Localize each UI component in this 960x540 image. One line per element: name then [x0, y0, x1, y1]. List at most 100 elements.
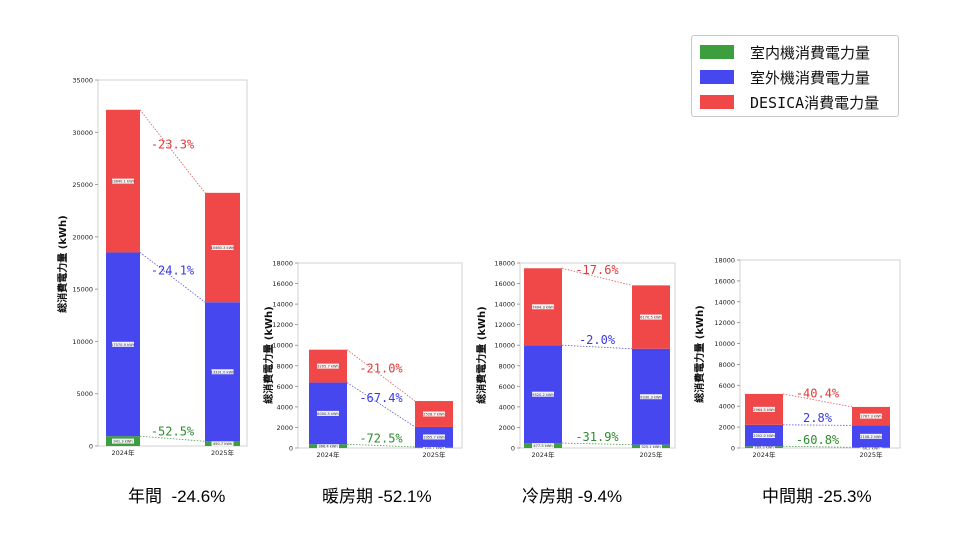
y-axis-label: 総消費電力量 (kWh) — [475, 306, 488, 403]
y-tick-label: 0 — [89, 443, 93, 451]
change-line — [139, 109, 206, 194]
data-label: 169.3 kWh — [754, 446, 773, 450]
data-label: 6000.5 kWh — [317, 412, 339, 416]
data-label-box — [753, 444, 775, 450]
y-tick-label: 10000 — [272, 342, 293, 350]
percent-change-label: -31.9% — [575, 430, 619, 444]
y-tick-label: 35000 — [72, 77, 93, 85]
data-label-box — [112, 341, 134, 347]
legend-label-desica: DESICA消費電力量 — [750, 93, 880, 112]
legend-item-desica: DESICA消費電力量 — [700, 92, 879, 112]
data-label-box — [423, 411, 445, 417]
y-tick-label: 14000 — [714, 298, 735, 306]
y-tick-label: 16000 — [272, 280, 293, 288]
change-line — [561, 267, 633, 286]
x-tick-label: 2025年 — [422, 450, 446, 459]
y-tick-label: 8000 — [498, 362, 515, 370]
percent-change-label: -17.6% — [575, 263, 619, 277]
data-label-box — [860, 433, 882, 439]
percent-change-label: -52.5% — [151, 425, 195, 439]
percent-change-label: -67.4% — [359, 391, 403, 405]
data-label-box — [317, 443, 339, 449]
y-tick-label: 0 — [511, 445, 515, 453]
data-label: 9520.2 kWh — [532, 393, 554, 397]
y-tick-label: 10000 — [714, 340, 735, 348]
percent-change-label: -21.0% — [359, 361, 403, 375]
percent-change-label: -60.8% — [796, 433, 840, 447]
data-label: 13640.1 kWh — [111, 180, 135, 184]
y-tick-label: 6000 — [276, 383, 293, 391]
data-label: 2108.2 kWh — [860, 435, 882, 439]
y-tick-label: 0 — [289, 445, 293, 453]
percent-change-label: -24.1% — [151, 263, 195, 277]
y-axis-label: 総消費電力量 (kWh) — [262, 306, 275, 403]
y-tick-label: 12000 — [272, 321, 293, 329]
change-line — [346, 349, 416, 402]
data-label: 6170.5 kWh — [640, 316, 662, 320]
data-label: 17570.9 kWh — [111, 343, 135, 347]
x-tick-label: 2024年 — [316, 450, 340, 459]
y-tick-label: 15000 — [72, 286, 93, 294]
y-tick-label: 2000 — [276, 424, 293, 432]
plot-frame — [297, 262, 463, 449]
data-label-box — [211, 441, 234, 447]
y-axis-label: 総消費電力量 (kWh) — [693, 305, 706, 402]
data-label: 477.5 kWh — [533, 444, 552, 448]
legend-item-indoor: 室内機消費電力量 — [700, 42, 870, 62]
plot-frame — [739, 259, 901, 449]
caption-annual: 年間 -24.6% — [128, 487, 226, 506]
data-label: 450.7 kWh — [213, 442, 232, 446]
percent-change-label: 2.8% — [803, 411, 833, 425]
x-tick-label: 2025年 — [859, 450, 883, 459]
y-tick-label: 8000 — [276, 362, 293, 370]
percent-change-label: -2.0% — [579, 333, 616, 347]
data-label-box — [753, 406, 775, 412]
change-line — [139, 435, 206, 442]
data-label-box — [423, 444, 445, 450]
data-label: 941.3 kWh — [113, 440, 132, 444]
caption-intermediate: 中間期 -25.3% — [762, 487, 872, 506]
data-label: 2964.5 kWh — [753, 408, 775, 412]
legend-swatch-indoor — [700, 45, 734, 59]
data-label-box — [112, 438, 134, 444]
legend-label-outdoor: 室外機消費電力量 — [750, 68, 871, 87]
data-label: 100.7 kWh — [424, 446, 443, 450]
y-tick-label: 10000 — [72, 338, 93, 346]
data-label-box — [640, 314, 662, 320]
y-tick-label: 14000 — [494, 301, 515, 309]
data-label-box — [640, 443, 662, 449]
data-label: 3205.7 kWh — [317, 365, 339, 369]
data-label: 7494.3 kWh — [532, 305, 554, 309]
data-label: 66.2 kWh — [862, 446, 879, 450]
x-tick-label: 2024年 — [111, 448, 135, 457]
data-label: 2528.7 kWh — [423, 413, 445, 417]
legend-swatch-outdoor — [700, 70, 734, 84]
y-tick-label: 0 — [731, 445, 735, 453]
x-tick-label: 2024年 — [531, 450, 555, 459]
y-tick-label: 8000 — [718, 361, 735, 369]
caption-heating: 暖房期 -52.1% — [322, 487, 432, 506]
data-label: 2052.0 kWh — [753, 434, 775, 438]
data-label-box — [532, 443, 554, 449]
x-tick-label: 2025年 — [639, 450, 663, 459]
y-tick-label: 12000 — [714, 319, 735, 327]
y-tick-label: 25000 — [72, 181, 93, 189]
data-label-box — [423, 434, 445, 440]
data-label: 1767.3 kWh — [860, 415, 882, 419]
caption-cooling: 冷房期 -9.4% — [522, 487, 623, 506]
change-line — [782, 424, 853, 426]
data-label-box — [860, 445, 882, 451]
data-label-box — [753, 433, 775, 439]
y-tick-label: 18000 — [714, 257, 735, 265]
percent-change-label: -23.3% — [151, 137, 195, 151]
data-label-box — [211, 369, 234, 375]
percent-change-label: -72.5% — [359, 432, 403, 446]
y-tick-label: 12000 — [494, 321, 515, 329]
plot-frame — [97, 79, 248, 447]
change-line — [346, 443, 416, 448]
data-label-box — [211, 245, 234, 251]
legend-label-indoor: 室内機消費電力量 — [750, 43, 871, 62]
y-tick-label: 30000 — [72, 129, 93, 137]
percent-change-label: -40.4% — [796, 386, 840, 400]
